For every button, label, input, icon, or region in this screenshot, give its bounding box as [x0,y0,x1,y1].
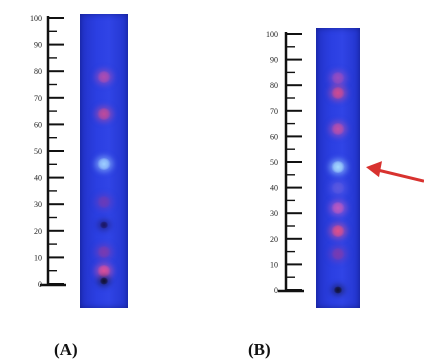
ruler-tick-label: 90 [270,56,278,65]
ruler-tick-label: 10 [270,260,278,269]
tlc-spot [333,286,343,294]
ruler-tick-label: 0 [38,280,42,289]
ruler-tick-label: 80 [270,81,278,90]
tlc-spot [331,122,345,135]
ruler-tick-label: 30 [34,200,42,209]
tlc-panel-a: 100 90 80 70 60 50 40 30 20 10 0 (A) [0,0,200,362]
ruler-tick-label: 40 [270,184,278,193]
ruler-tick-label: 30 [270,209,278,218]
ruler-tick-label: 70 [34,94,42,103]
ruler-tick-label: 0 [274,286,278,295]
tlc-spot [331,86,345,99]
ruler-tick-label: 60 [270,132,278,141]
tlc-plate-b [316,28,360,308]
tlc-spot [97,246,111,259]
tlc-spot [97,264,111,277]
ruler-tick-label: 80 [34,67,42,76]
caption-b: (B) [248,340,271,359]
tlc-spot [97,158,111,171]
tlc-spot [99,277,109,285]
caption-a: (A) [54,340,78,359]
ruler-tick-label: 100 [30,14,42,23]
tlc-spot [331,181,345,194]
ruler-tick-label: 60 [34,120,42,129]
ruler-tick-label: 20 [270,235,278,244]
tlc-spot [331,202,345,215]
tlc-spot [331,225,345,238]
ruler-tick-label: 90 [34,41,42,50]
ruler-tick-label: 100 [266,30,278,39]
tlc-spot [331,161,345,174]
tlc-spot [97,70,111,83]
ruler-tick-label: 50 [34,147,42,156]
ruler-tick-label: 40 [34,174,42,183]
tlc-spot [97,195,111,208]
ruler-tick-label: 10 [34,253,42,262]
tlc-spot [97,107,111,120]
tlc-spot [99,221,109,229]
tlc-plate-a [80,14,128,308]
ruler-tick-label: 20 [34,227,42,236]
ruler-tick-label: 70 [270,107,278,116]
ruler-tick-label: 50 [270,158,278,167]
tlc-panel-b: 100 90 80 70 60 50 40 30 20 10 0 (B) [212,0,412,362]
tlc-spot [331,248,345,261]
tlc-spot [331,71,345,84]
